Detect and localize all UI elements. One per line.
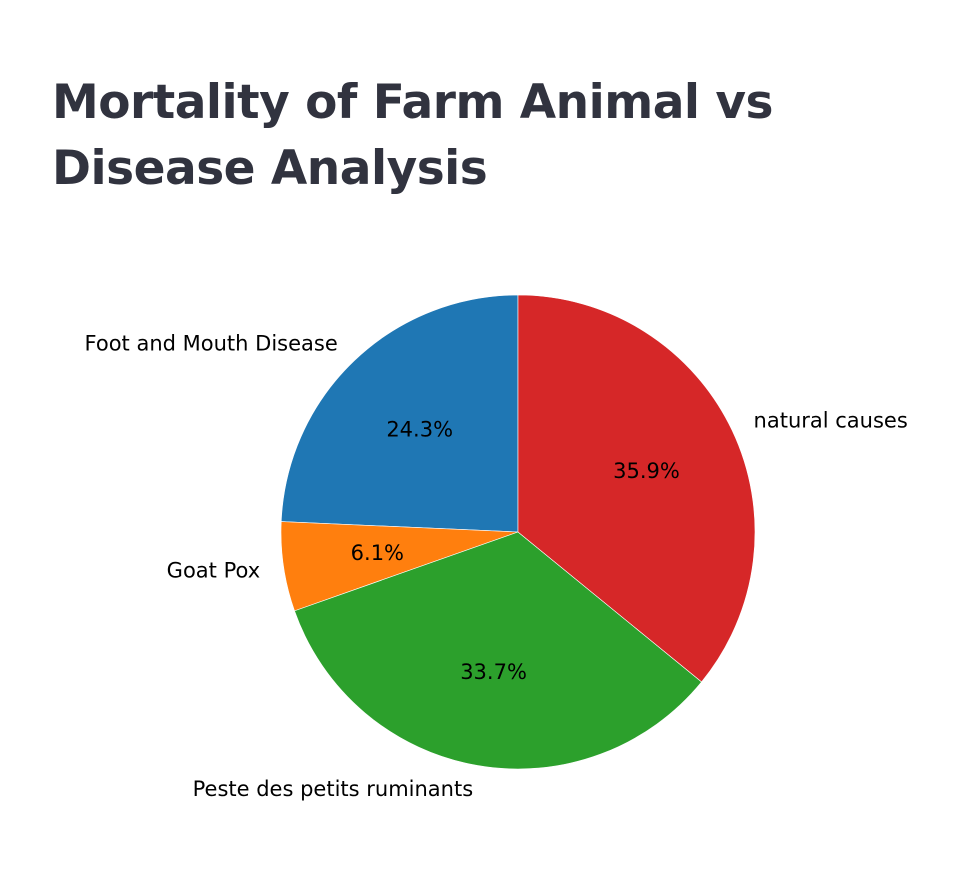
pie-slice-natural-causes xyxy=(517,294,756,683)
pie-percent-label: 35.9% xyxy=(613,459,680,483)
page-title: Mortality of Farm Animal vs Disease Anal… xyxy=(52,75,774,196)
pie-percent-label: 24.3% xyxy=(386,417,453,441)
pie-slice-peste-des-petits-ruminants xyxy=(294,531,702,770)
pie-category-labels: Foot and Mouth Disease Goat Pox Peste des … xyxy=(85,332,908,801)
pie-slice-foot-and-mouth-disease xyxy=(280,294,519,533)
pie-category-label: Goat Pox xyxy=(167,558,260,582)
pie-slices xyxy=(280,294,756,770)
pie-percent-label: 33.7% xyxy=(460,660,527,684)
pie-category-label: Foot and Mouth Disease xyxy=(85,332,338,356)
pie-category-label: natural causes xyxy=(754,408,908,432)
pie-percent-labels: 24.3% 6.1% 33.7% 35.9% xyxy=(351,417,680,684)
pie-category-label: Peste des petits ruminants xyxy=(193,777,474,801)
pie-percent-label: 6.1% xyxy=(351,541,404,565)
